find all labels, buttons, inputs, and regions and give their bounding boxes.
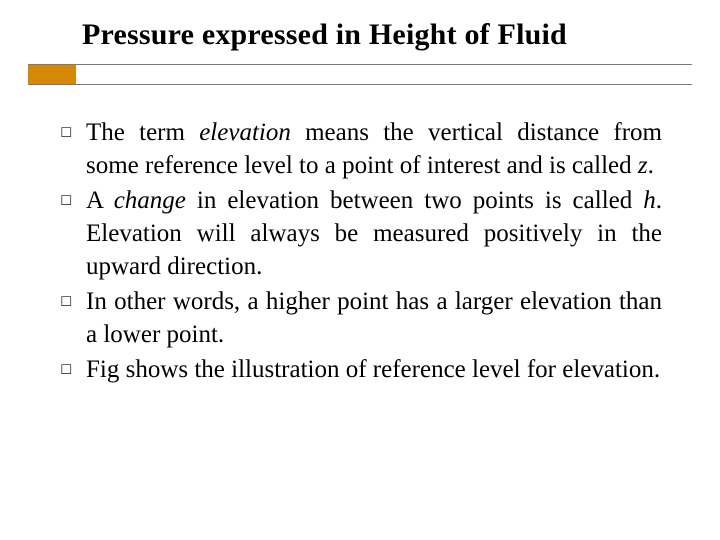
list-item: ◻ In other words, a higher point has a l… <box>58 285 662 351</box>
rule-accent <box>28 65 76 84</box>
bullet-icon: ◻ <box>58 353 86 386</box>
text-run: The term <box>86 119 199 146</box>
list-item: ◻ The term elevation means the vertical … <box>58 116 662 182</box>
title-rule <box>0 64 720 88</box>
text-run-italic: change <box>114 187 186 214</box>
rule-line-top <box>28 64 692 65</box>
bullet-icon: ◻ <box>58 285 86 318</box>
list-item-text: In other words, a higher point has a lar… <box>86 285 662 351</box>
list-item-text: The term elevation means the vertical di… <box>86 116 662 182</box>
bullet-icon: ◻ <box>58 184 86 217</box>
list-item-text: Fig shows the illustration of reference … <box>86 353 662 386</box>
slide-title: Pressure expressed in Height of Fluid <box>82 18 660 52</box>
content-region: ◻ The term elevation means the vertical … <box>0 88 720 386</box>
title-region: Pressure expressed in Height of Fluid <box>0 0 720 52</box>
text-run-italic: elevation <box>199 119 291 146</box>
list-item-text: A change in elevation between two points… <box>86 184 662 283</box>
text-run: . <box>648 152 654 179</box>
list-item: ◻ Fig shows the illustration of referenc… <box>58 353 662 386</box>
text-run: A <box>86 187 114 214</box>
bullet-icon: ◻ <box>58 116 86 149</box>
list-item: ◻ A change in elevation between two poin… <box>58 184 662 283</box>
rule-line-bottom <box>28 84 692 85</box>
text-run: in elevation between two points is calle… <box>186 187 643 214</box>
text-run-italic: h <box>643 187 656 214</box>
text-run-italic: z <box>638 152 648 179</box>
